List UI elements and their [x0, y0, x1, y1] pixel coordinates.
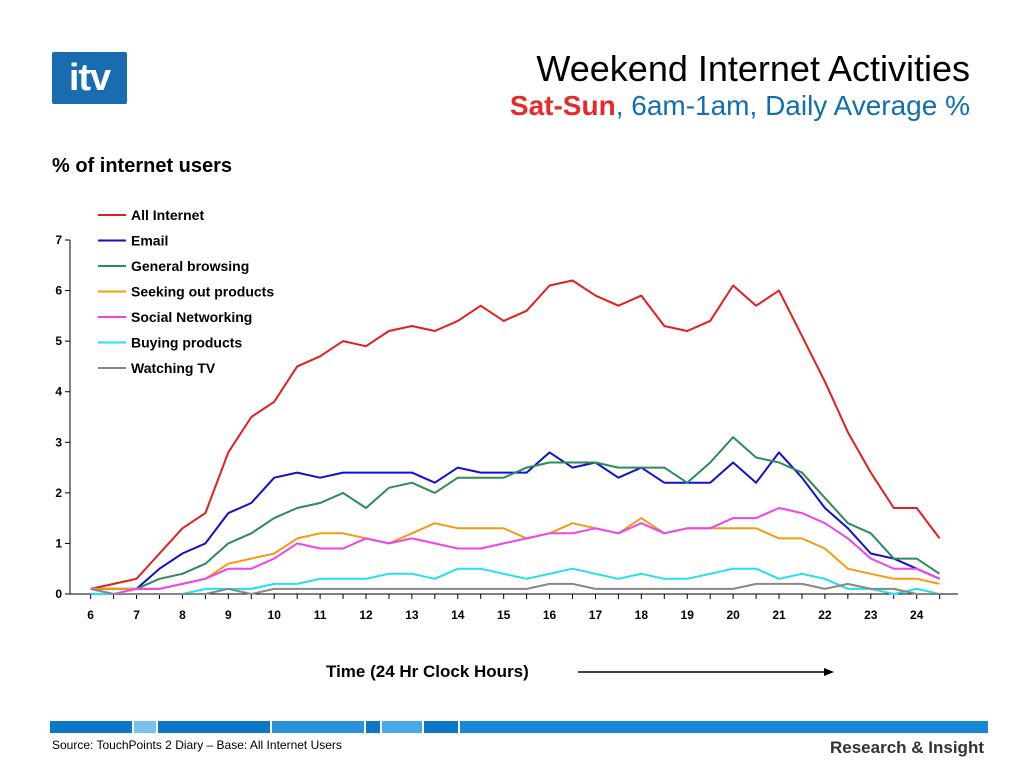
y-axis-label: % of internet users [52, 155, 233, 177]
x-tick-label: 6 [87, 608, 94, 622]
subtitle-days: Sat-Sun [509, 90, 616, 121]
y-tick-label: 7 [55, 233, 62, 247]
x-tick-label: 12 [359, 608, 373, 622]
series-line-1 [90, 279, 941, 590]
x-tick-label: 23 [864, 608, 878, 622]
legend-label: All Internet [131, 207, 204, 223]
x-tick-label: 16 [543, 608, 557, 622]
x-tick-label: 14 [451, 608, 465, 622]
x-tick-label: 20 [726, 608, 740, 622]
series-line-3 [90, 436, 941, 590]
series-line-7 [90, 582, 940, 595]
y-tick-label: 5 [55, 334, 62, 348]
series-line-5 [90, 507, 941, 595]
x-tick-label: 11 [314, 608, 327, 622]
source-note: Source: TouchPoints 2 Diary – Base: All … [52, 738, 342, 752]
y-tick-label: 3 [55, 435, 62, 449]
x-tick-label: 13 [405, 608, 419, 622]
logo-text: itv [68, 57, 111, 99]
legend-label: General browsing [131, 258, 249, 274]
arrow-right-icon [578, 668, 834, 676]
page-subtitle: Sat-Sun, 6am-1am, Daily Average % [510, 90, 970, 122]
series-line-4 [90, 517, 940, 590]
x-tick-label: 9 [225, 608, 232, 622]
legend-label: Email [131, 233, 168, 249]
x-tick-label: 24 [910, 608, 924, 622]
x-tick-label: 21 [772, 608, 786, 622]
research-insight-brand: Research & Insight [830, 738, 984, 757]
y-tick-label: 4 [55, 385, 62, 399]
y-tick-label: 1 [55, 536, 62, 550]
y-tick-label: 2 [55, 486, 62, 500]
x-tick-label: 8 [179, 608, 186, 622]
x-tick-label: 17 [589, 608, 603, 622]
x-tick-label: 7 [133, 608, 140, 622]
y-tick-label: 0 [55, 587, 62, 601]
footer-color-bar [50, 721, 988, 733]
x-tick-label: 19 [681, 608, 695, 622]
x-tick-label: 18 [635, 608, 649, 622]
x-axis-title: Time (24 Hr Clock Hours) [326, 662, 529, 681]
page-title: Weekend Internet Activities [536, 48, 970, 89]
legend-label: Buying products [131, 335, 242, 351]
y-tick-label: 6 [55, 284, 62, 298]
x-tick-label: 15 [497, 608, 511, 622]
legend-label: Social Networking [131, 309, 252, 325]
legend-label: Seeking out products [131, 284, 274, 300]
legend-label: Watching TV [131, 360, 216, 376]
itv-logo: itv [52, 52, 127, 104]
x-tick-label: 10 [268, 608, 282, 622]
subtitle-detail: , 6am-1am, Daily Average % [615, 90, 970, 121]
x-tick-label: 22 [818, 608, 832, 622]
